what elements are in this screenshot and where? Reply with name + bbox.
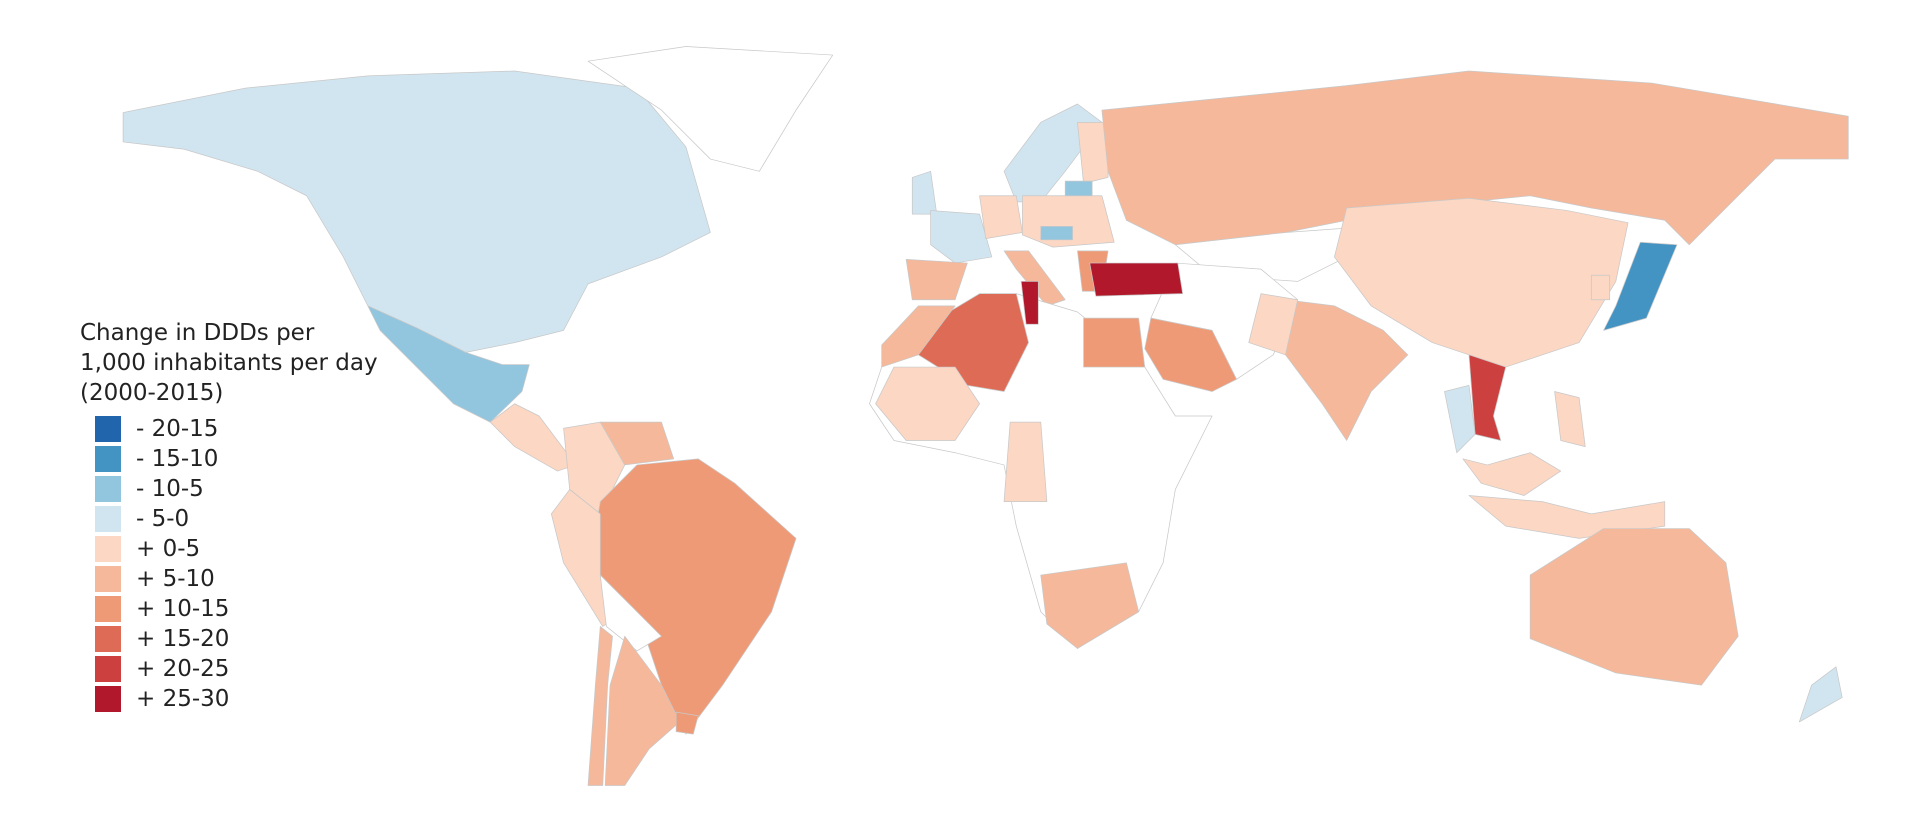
legend-swatch — [95, 416, 121, 442]
country-chile — [587, 626, 613, 786]
country-pakistan — [1248, 293, 1299, 356]
country-bolivia — [599, 574, 662, 652]
country-korea — [1590, 274, 1611, 301]
country-morocco — [881, 305, 956, 368]
legend-label: + 10-15 — [136, 596, 230, 622]
legend-item: + 10-15 — [95, 594, 380, 624]
country-uk — [911, 170, 938, 215]
legend-swatch — [95, 566, 121, 592]
country-uruguay — [675, 711, 699, 735]
legend-label: - 10-5 — [136, 476, 204, 502]
legend-title: Change in DDDs per 1,000 inhabitants per… — [80, 320, 378, 406]
legend-label: + 15-20 — [136, 626, 230, 652]
legend-item: + 5-10 — [95, 564, 380, 594]
country-east-africa — [1003, 421, 1048, 503]
country-spain-portugal — [905, 259, 968, 301]
legend-item: - 10-5 — [95, 474, 380, 504]
legend-label: + 25-30 — [136, 686, 230, 712]
legend-label: - 15-10 — [136, 446, 219, 472]
country-indonesia — [1468, 495, 1666, 539]
country-germany — [979, 195, 1023, 239]
legend-swatch — [95, 446, 121, 472]
legend-item: + 15-20 — [95, 624, 380, 654]
legend-swatch — [95, 656, 121, 682]
country-canada-usa — [122, 70, 711, 353]
country-china — [1334, 197, 1629, 368]
country-egypt — [1083, 317, 1146, 368]
country-france — [930, 210, 993, 264]
country-hungary — [1040, 225, 1073, 241]
legend-swatch — [95, 506, 121, 532]
country-turkey — [1089, 262, 1184, 297]
country-philippines — [1554, 391, 1586, 447]
country-japan — [1603, 241, 1678, 331]
country-venezuela — [599, 421, 675, 466]
legend-item: - 15-10 — [95, 444, 380, 474]
legend-label: - 5-0 — [136, 506, 190, 532]
country-new-zealand — [1798, 666, 1843, 723]
country-india — [1285, 299, 1409, 441]
legend-swatch — [95, 476, 121, 502]
legend-item: + 0-5 — [95, 534, 380, 564]
country-central-america — [489, 403, 577, 472]
country-finland — [1077, 121, 1109, 184]
legend-swatch — [95, 626, 121, 652]
legend-item: - 5-0 — [95, 504, 380, 534]
country-argentina — [604, 635, 681, 786]
legend-item: + 25-30 — [95, 684, 380, 714]
country-greenland — [587, 46, 834, 172]
legend-item: + 20-25 — [95, 654, 380, 684]
legend-label: + 20-25 — [136, 656, 230, 682]
legend: Change in DDDs per 1,000 inhabitants per… — [80, 318, 380, 714]
country-south-africa — [1040, 562, 1140, 649]
country-thailand — [1444, 385, 1476, 454]
country-tunisia — [1020, 281, 1039, 325]
country-australia — [1529, 528, 1739, 686]
country-vietnam — [1468, 354, 1507, 441]
legend-swatch — [95, 686, 121, 712]
legend-label: + 0-5 — [136, 536, 201, 562]
legend-item: - 20-15 — [95, 414, 380, 444]
legend-label: - 20-15 — [136, 416, 219, 442]
legend-swatch — [95, 536, 121, 562]
country-mexico — [367, 305, 530, 423]
country-saudi-arabia — [1144, 317, 1237, 392]
country-west-africa — [875, 366, 980, 441]
legend-swatch — [95, 596, 121, 622]
country-italy — [1003, 250, 1066, 307]
country-malaysia — [1462, 452, 1562, 496]
legend-label: + 5-10 — [136, 566, 215, 592]
country-lithuania — [1064, 180, 1093, 197]
